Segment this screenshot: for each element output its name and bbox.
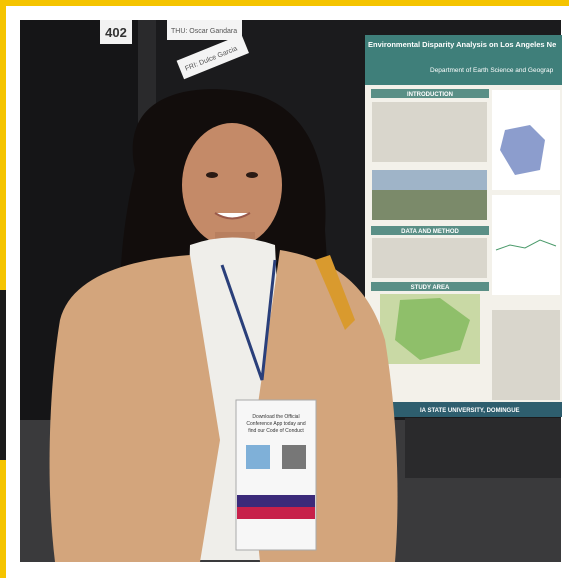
badge [235, 399, 317, 551]
section-bar [371, 282, 489, 291]
left-accent [0, 0, 6, 290]
eye [206, 172, 218, 178]
thursday-sign [167, 20, 242, 40]
poster-header [365, 35, 562, 85]
qr-code [246, 445, 270, 469]
badge-stripe [237, 495, 315, 507]
smile [214, 212, 251, 220]
poster-footer [365, 402, 562, 417]
poster-map-region [395, 298, 470, 360]
section-bar [371, 226, 489, 235]
poster-text-block [372, 238, 487, 278]
section-title: INTRODUCTION [407, 92, 453, 98]
section-bar [371, 89, 489, 98]
booth-number: 402 [105, 25, 127, 40]
poster-title: Environmental Disparity Analysis on Los … [368, 40, 556, 49]
lanyard [220, 259, 277, 381]
friday-sign [176, 34, 249, 80]
poster-footer-text: IA STATE UNIVERSITY, DOMINGUE [420, 408, 520, 414]
badge-text: Download the Official [252, 414, 299, 420]
badge-text: find our Code of Conduct [248, 428, 304, 434]
eye [246, 172, 258, 178]
section-title: DATA AND METHOD [401, 229, 459, 235]
poster-chart-panel [492, 195, 560, 295]
badge-stripe [237, 507, 315, 519]
section-title: STUDY AREA [411, 285, 450, 291]
booth-sign [100, 20, 132, 44]
badge-text: Conference App today and [246, 421, 305, 427]
poster-department: Department of Earth Science and Geograp [430, 67, 554, 74]
left-accent-bottom [0, 460, 6, 578]
left-dark-accent [0, 290, 6, 460]
poster-chart-line [495, 239, 557, 251]
poster-map-shape [500, 125, 545, 175]
top-accent [0, 0, 569, 6]
table [405, 418, 561, 478]
bag-strap [315, 255, 355, 330]
poster-photo-sky [372, 170, 487, 190]
poster-text-block [492, 310, 560, 400]
blazer-left [49, 255, 220, 562]
poster-text-block [372, 102, 487, 162]
face [182, 123, 282, 247]
qr-code [282, 445, 306, 469]
thursday-text: THU: Oscar Gandara [171, 28, 237, 35]
